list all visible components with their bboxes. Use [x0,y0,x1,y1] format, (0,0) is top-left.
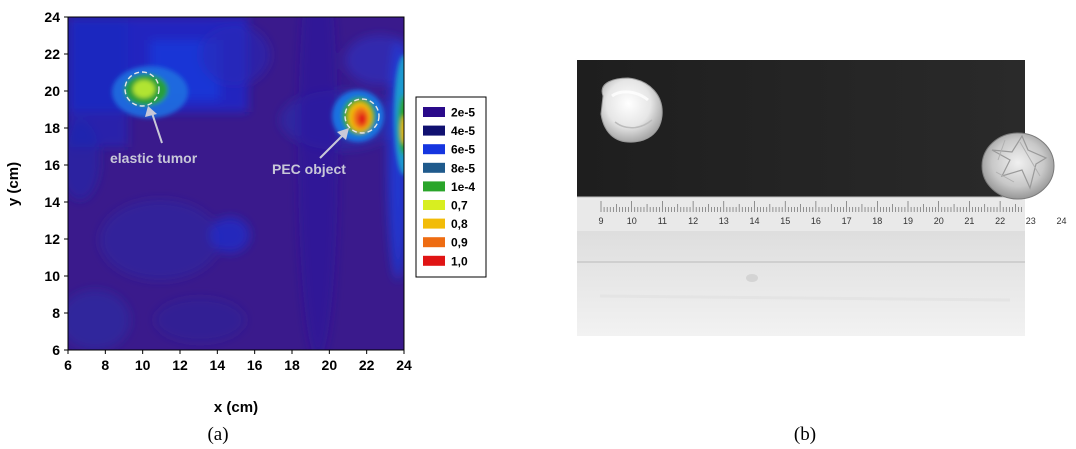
panel-label-a: (a) [207,424,228,445]
y-tick-label: 22 [44,46,60,62]
y-tick-label: 12 [44,231,60,247]
legend: 2e-5 4e-5 6e-5 8e-5 1e-4 0,7 0,8 0,9 1,0 [415,96,487,278]
panel-label-b: (b) [794,424,816,445]
legend-label: 8e-5 [451,161,475,175]
y-tick-label: 10 [44,268,60,284]
ruler-number: 23 [1026,216,1036,226]
legend-label: 4e-5 [451,124,475,138]
ruler-ticks: 9 10 11 12 13 14 15 16 17 18 19 20 21 22 23 24 [598,201,1067,226]
heatmap-field [68,17,404,350]
photo-ruler [577,197,1025,231]
ruler-number: 13 [719,216,729,226]
legend-swatch [423,237,445,248]
x-tick-label: 18 [284,357,300,373]
y-tick-label: 20 [44,83,60,99]
ruler-number: 17 [842,216,852,226]
legend-label: 6e-5 [451,143,475,157]
tumor-marker-circle [124,71,160,107]
tumor-arrow [145,106,163,144]
x-tick-label: 8 [101,357,109,373]
legend-items: 2e-5 4e-5 6e-5 8e-5 1e-4 0,7 0,8 0,9 1,0 [423,106,475,268]
x-axis-ticks: 6 8 10 12 14 16 18 20 22 24 [64,350,412,373]
x-tick-label: 24 [396,357,412,373]
x-tick-label: 6 [64,357,72,373]
pec-marker-circle [344,98,380,134]
ruler-number: 10 [627,216,637,226]
heatmap-plot: elastic tumor PEC object 6 8 10 12 14 16 18 20 2… [5,9,412,416]
y-tick-label: 18 [44,120,60,136]
x-tick-label: 20 [322,357,338,373]
y-tick-label: 8 [52,305,60,321]
elastic-tumor-object [600,77,663,143]
x-tick-label: 12 [172,357,188,373]
ruler-number: 12 [688,216,698,226]
ruler-number: 15 [780,216,790,226]
ruler-number: 21 [964,216,974,226]
y-axis-label: y (cm) [5,162,22,206]
pec-object-foil [981,132,1055,200]
x-tick-label: 22 [359,357,375,373]
ruler-number: 22 [995,216,1005,226]
hotspot-layers [112,55,404,175]
legend-label: 1e-4 [451,180,475,194]
legend-swatch [423,181,445,192]
y-tick-label: 24 [44,9,60,25]
annotation-elastic-tumor: elastic tumor [110,150,198,166]
ruler-number: 20 [934,216,944,226]
ruler-number: 19 [903,216,913,226]
legend-label: 0,8 [451,217,468,231]
ruler-number: 14 [749,216,759,226]
y-tick-label: 16 [44,157,60,173]
legend-swatch [423,200,445,210]
photo-panel: 9 10 11 12 13 14 15 16 17 18 19 20 21 22 23 24 [577,60,1067,336]
ruler-number: 9 [598,216,603,226]
ruler-number: 16 [811,216,821,226]
legend-label: 1,0 [451,254,468,268]
ruler-number: 24 [1056,216,1066,226]
y-tick-label: 14 [44,194,60,210]
y-axis-ticks: 6 8 10 12 14 16 18 20 22 24 [44,9,68,358]
legend-swatch [423,162,445,173]
plot-frame [67,16,405,351]
annotation-pec-object: PEC object [272,161,346,177]
photo-paper [577,222,1025,336]
legend-swatch [423,125,445,136]
legend-swatch [423,144,445,155]
x-axis-label: x (cm) [214,399,258,416]
legend-swatch [423,218,445,229]
y-tick-label: 6 [52,342,60,358]
ruler-number: 11 [658,216,667,226]
ruler-number: 18 [872,216,882,226]
legend-label: 0,9 [451,236,468,250]
legend-label: 2e-5 [451,106,475,120]
pec-arrow [319,128,349,159]
x-tick-label: 16 [247,357,263,373]
legend-swatch [423,255,445,266]
x-tick-label: 10 [135,357,151,373]
x-tick-label: 14 [210,357,226,373]
legend-label: 0,7 [451,199,468,213]
legend-swatch [423,107,445,117]
